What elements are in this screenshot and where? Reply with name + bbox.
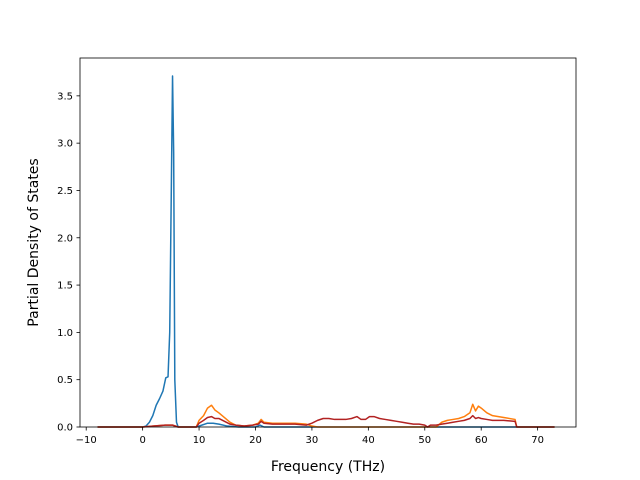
x-tick-label: 40: [362, 435, 375, 446]
y-axis: 0.0 0.5 1.0 1.5 2.0 2.5 3.0 3.5: [57, 91, 80, 434]
x-tick-label: 70: [531, 435, 544, 446]
y-tick-label: 3.0: [57, 139, 73, 150]
y-tick-label: 2.0: [57, 233, 73, 244]
x-tick-label: 50: [418, 435, 431, 446]
y-tick-label: 1.0: [57, 328, 73, 339]
series-group: [97, 75, 555, 428]
x-tick-label: 30: [306, 435, 319, 446]
x-axis: −10 0 10 20 30 40 50 60 70: [76, 427, 544, 446]
y-tick-label: 0.0: [57, 423, 73, 434]
series-line-3: [97, 414, 555, 428]
x-tick-label: 10: [193, 435, 206, 446]
series-line-2: [97, 403, 555, 428]
x-tick-label: 20: [249, 435, 262, 446]
plot-area: [79, 57, 577, 428]
axes-frame: [79, 57, 577, 428]
x-tick-label: 60: [475, 435, 488, 446]
series-line-1: [97, 75, 555, 428]
x-tick-label: −10: [76, 435, 97, 446]
x-axis-label: Frequency (THz): [271, 459, 385, 475]
y-tick-label: 0.5: [57, 375, 73, 386]
y-tick-label: 2.5: [57, 186, 73, 197]
y-tick-label: 3.5: [57, 91, 73, 102]
y-tick-label: 1.5: [57, 281, 73, 292]
y-axis-label: Partial Density of States: [26, 158, 42, 326]
x-tick-label: 0: [139, 435, 145, 446]
